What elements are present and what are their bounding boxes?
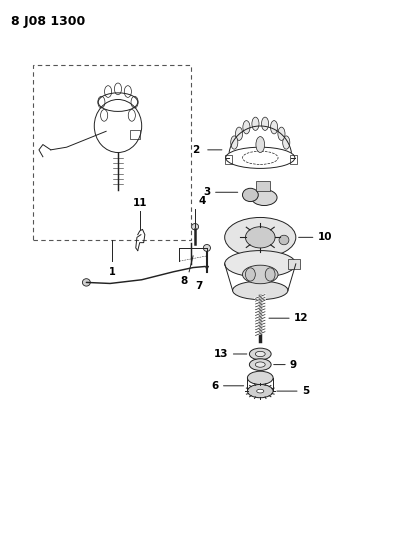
Text: 8: 8 bbox=[180, 276, 187, 286]
Text: 6: 6 bbox=[211, 381, 219, 391]
Ellipse shape bbox=[256, 362, 265, 367]
Ellipse shape bbox=[243, 120, 250, 134]
Ellipse shape bbox=[278, 127, 285, 140]
Ellipse shape bbox=[279, 235, 289, 245]
Ellipse shape bbox=[225, 217, 296, 257]
Text: 5: 5 bbox=[302, 386, 309, 396]
Bar bbox=[225, 155, 232, 164]
Ellipse shape bbox=[248, 371, 273, 384]
Text: 13: 13 bbox=[214, 349, 228, 359]
Ellipse shape bbox=[236, 127, 243, 140]
Text: 12: 12 bbox=[294, 313, 308, 323]
Bar bbox=[290, 155, 297, 164]
Ellipse shape bbox=[252, 190, 277, 206]
Ellipse shape bbox=[231, 136, 238, 149]
Ellipse shape bbox=[246, 227, 275, 248]
Ellipse shape bbox=[242, 188, 258, 201]
Ellipse shape bbox=[257, 389, 264, 393]
Ellipse shape bbox=[256, 351, 265, 357]
Text: 10: 10 bbox=[318, 232, 332, 243]
Ellipse shape bbox=[256, 136, 265, 152]
Ellipse shape bbox=[250, 359, 271, 370]
Ellipse shape bbox=[248, 384, 273, 398]
Text: 9: 9 bbox=[290, 360, 297, 369]
Ellipse shape bbox=[246, 268, 256, 281]
Ellipse shape bbox=[252, 117, 259, 131]
Ellipse shape bbox=[261, 117, 269, 131]
Text: 2: 2 bbox=[192, 145, 199, 155]
Ellipse shape bbox=[242, 265, 278, 284]
Ellipse shape bbox=[283, 136, 290, 149]
Bar bbox=[288, 259, 300, 269]
Bar bbox=[33, 65, 191, 240]
Text: 3: 3 bbox=[204, 187, 211, 197]
Ellipse shape bbox=[250, 348, 271, 360]
Text: 11: 11 bbox=[133, 198, 147, 208]
Text: 1: 1 bbox=[109, 266, 115, 277]
Bar bbox=[256, 181, 270, 191]
Text: 4: 4 bbox=[198, 196, 206, 206]
Ellipse shape bbox=[191, 223, 199, 230]
Ellipse shape bbox=[82, 279, 90, 286]
Ellipse shape bbox=[232, 281, 288, 300]
Ellipse shape bbox=[203, 245, 211, 252]
Bar bbox=[130, 130, 140, 139]
Ellipse shape bbox=[265, 268, 275, 281]
Text: 8 J08 1300: 8 J08 1300 bbox=[11, 14, 86, 28]
Text: 7: 7 bbox=[195, 281, 202, 291]
Ellipse shape bbox=[271, 120, 278, 134]
Ellipse shape bbox=[225, 251, 296, 277]
